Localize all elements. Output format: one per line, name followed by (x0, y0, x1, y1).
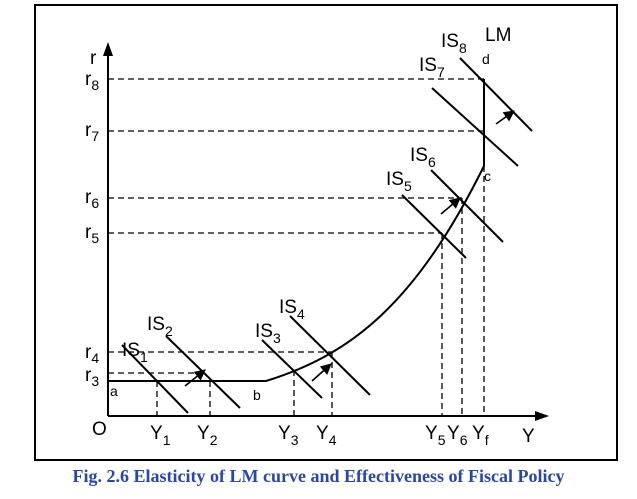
is7-label: IS7 (419, 55, 445, 80)
is1-curve (121, 344, 189, 414)
is3-label: IS3 (255, 321, 281, 346)
is4-label: IS4 (279, 297, 305, 322)
y5-label: Y5 (425, 423, 446, 448)
r5-label: r5 (85, 222, 99, 246)
y3-label: Y3 (278, 423, 299, 448)
lm-point-c: c (484, 168, 491, 184)
r3-label: r3 (85, 365, 99, 389)
origin-label: O (92, 419, 107, 440)
shift-arrow-4 (495, 110, 515, 125)
is5-curve (401, 194, 467, 259)
is-curves (121, 57, 533, 414)
is8-curve (459, 57, 533, 132)
x-axis-arrowhead (535, 411, 549, 421)
is7-curve (431, 87, 519, 167)
is5-label: IS5 (386, 169, 412, 194)
lm-point-b: b (253, 387, 261, 403)
axes (103, 42, 549, 421)
is3-curve (261, 339, 323, 399)
shift-arrows (184, 110, 515, 387)
lm-point-d: d (482, 51, 490, 67)
x-axis-label: Y (522, 426, 535, 447)
lm-point-a: a (110, 383, 118, 399)
y-axis-arrowhead (103, 42, 113, 56)
y4-label: Y4 (316, 423, 337, 448)
shift-arrow-1 (184, 369, 206, 387)
is6-curve (430, 169, 504, 243)
is6-label: IS6 (410, 145, 436, 170)
y6-label: Y6 (447, 423, 468, 448)
figure-caption: Fig. 2.6 Elasticity of LM curve and Effe… (72, 466, 565, 486)
r8-label: r8 (85, 69, 99, 93)
r7-label: r7 (85, 120, 99, 144)
yf-label: Yf (472, 423, 489, 448)
is4-curve (289, 315, 371, 396)
guide-lines (108, 78, 485, 416)
is1-label: IS1 (122, 340, 148, 365)
is8-label: IS8 (441, 31, 467, 56)
y1-label: Y1 (150, 423, 171, 448)
r6-label: r6 (85, 187, 99, 211)
lm-label: LM (485, 25, 511, 46)
y-axis-label: r (90, 48, 97, 69)
shift-arrow-2 (311, 363, 332, 382)
figure-frame (34, 4, 618, 461)
is2-label: IS2 (147, 314, 173, 339)
shift-arrow-3 (440, 197, 461, 215)
y2-label: Y2 (197, 423, 218, 448)
r4-label: r4 (85, 342, 99, 366)
